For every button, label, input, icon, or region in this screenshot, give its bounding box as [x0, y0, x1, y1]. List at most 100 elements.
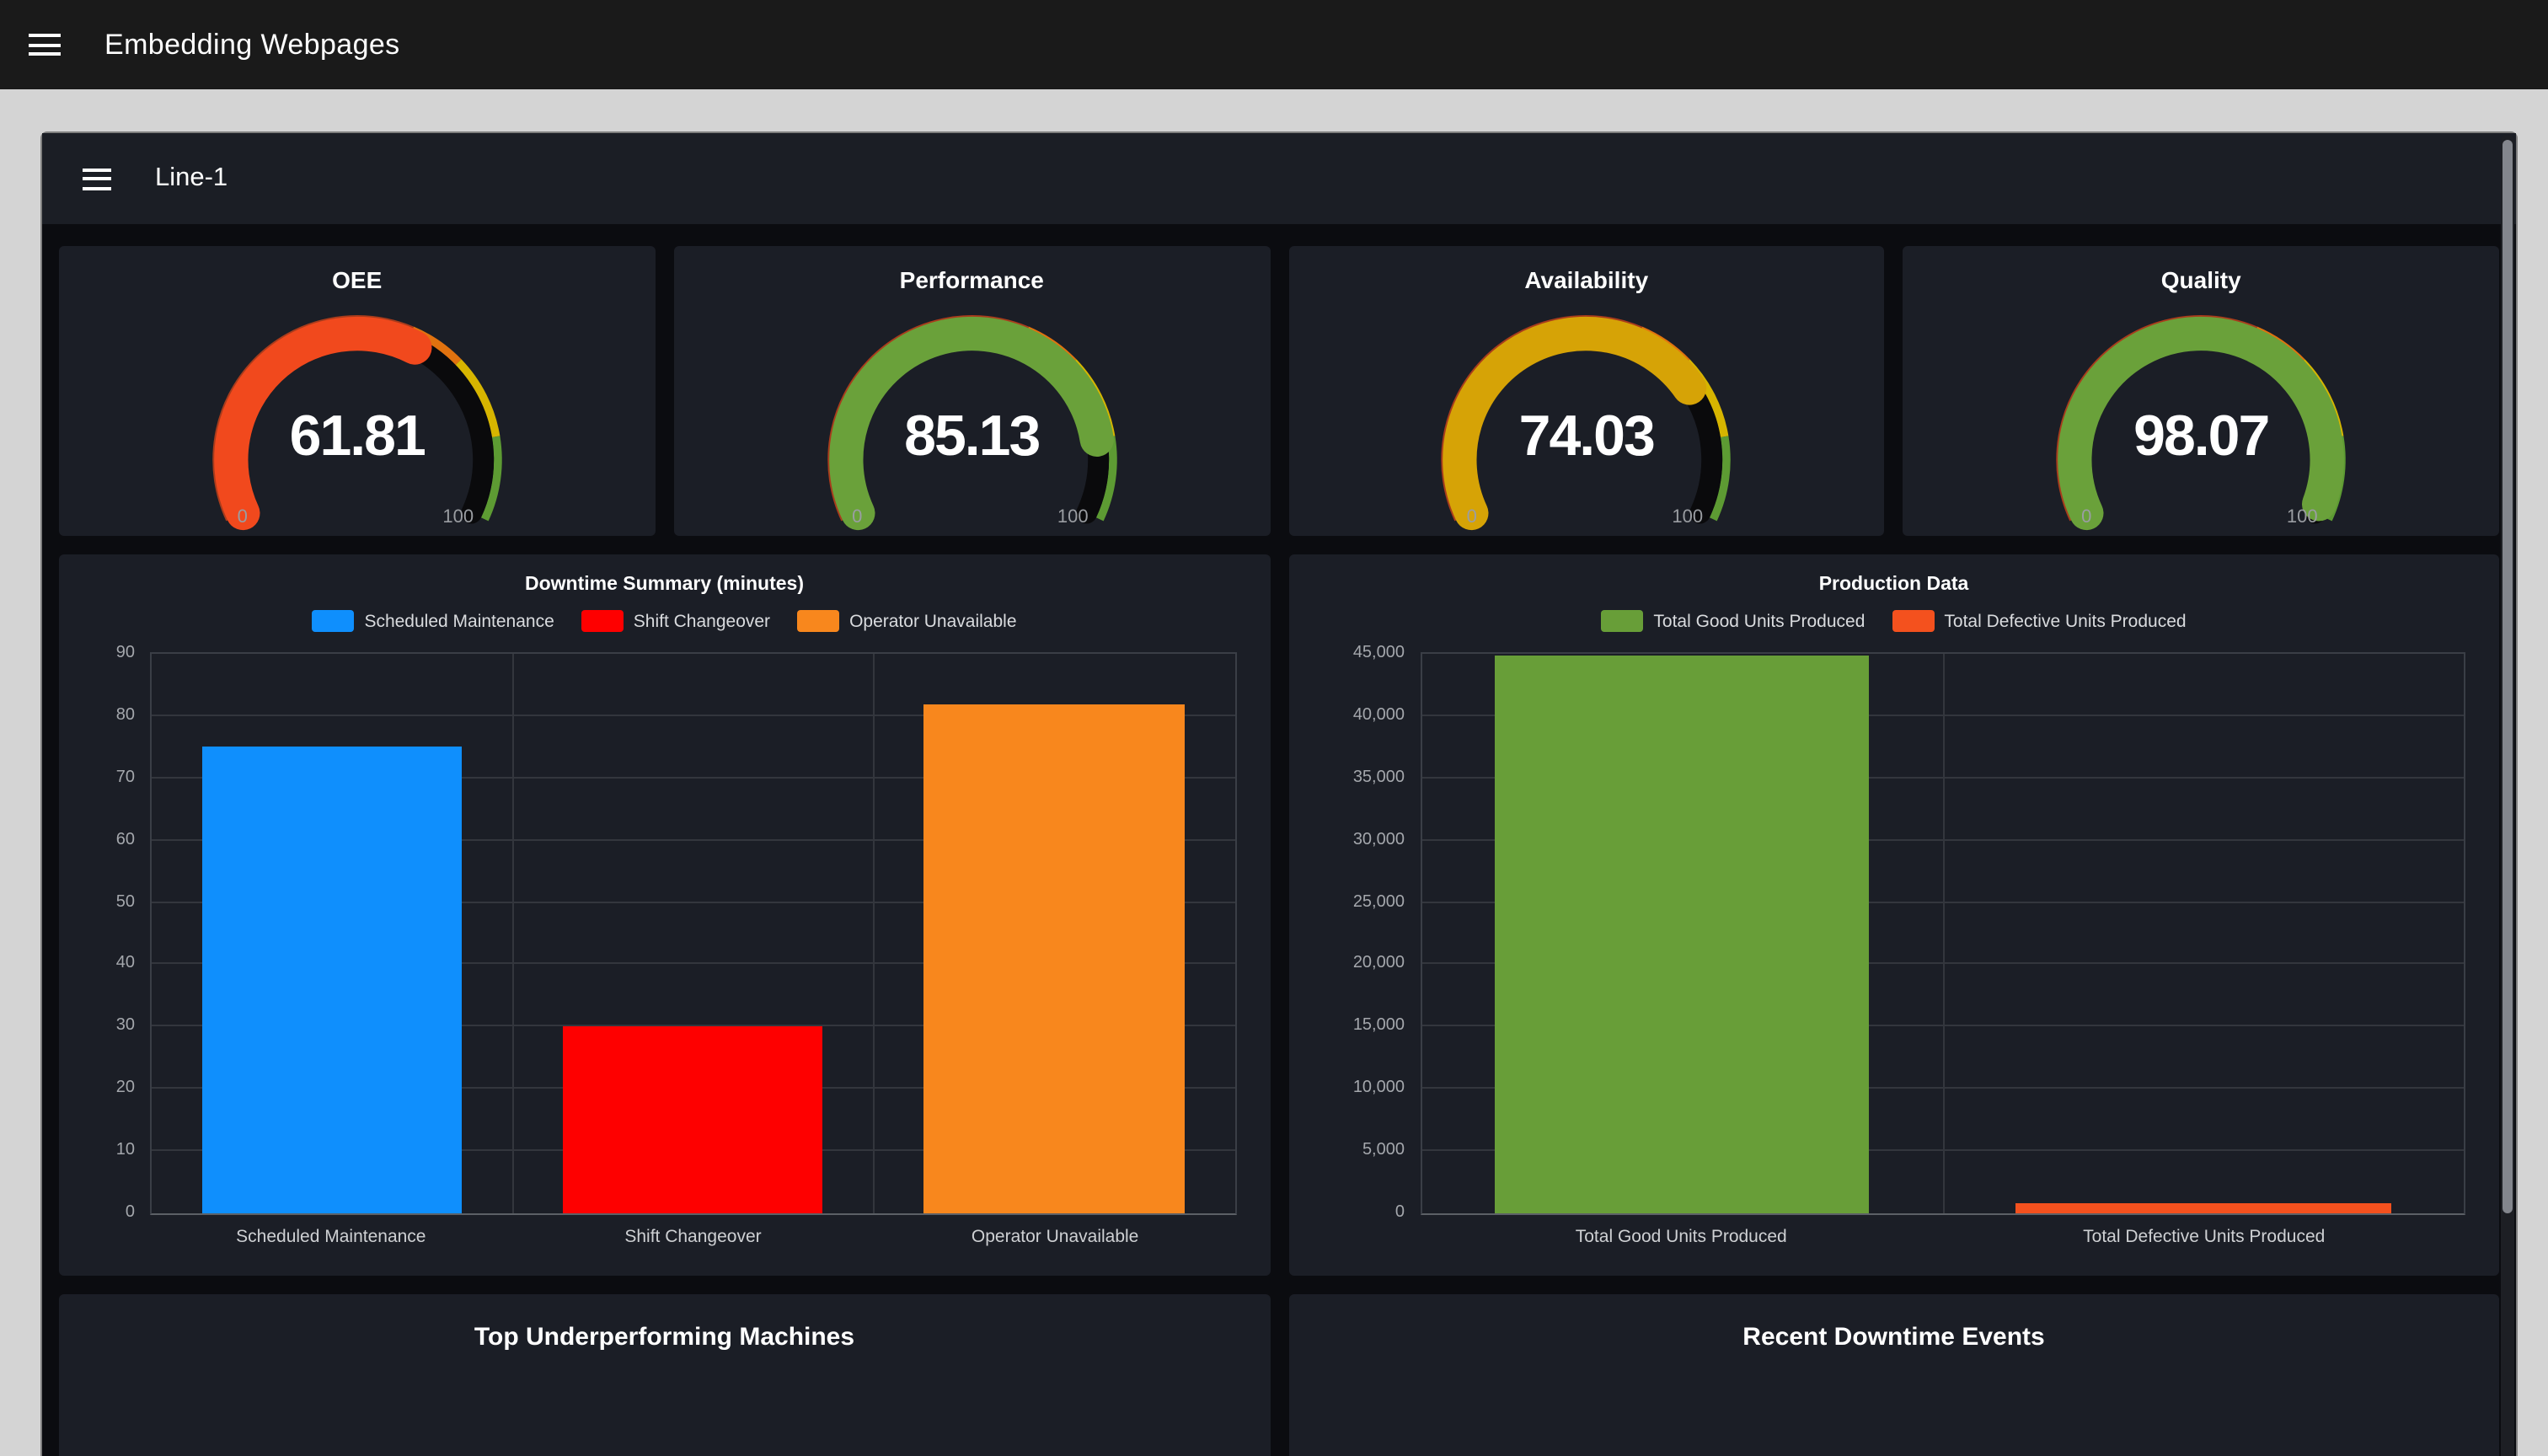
chart-plot: 0 10 20 30 40 50 60 70 80 90 [116, 645, 1236, 1221]
legend-swatch [312, 610, 355, 632]
legend-swatch [797, 610, 840, 632]
y-axis-tick-label: 35,000 [1352, 768, 1405, 787]
gauge-arc [212, 315, 502, 531]
x-axis-category-label: Scheduled Maintenance [236, 1227, 426, 1247]
y-axis-tick-label: 15,000 [1352, 1016, 1405, 1036]
y-axis-tick-label: 30 [115, 1016, 135, 1036]
gauge-value: 85.13 [904, 404, 1041, 468]
gauge-arc [827, 315, 1116, 531]
bar-0[interactable] [201, 747, 463, 1213]
gauge-max-label: 100 [1057, 507, 1089, 527]
bar-1[interactable] [563, 1026, 823, 1213]
gauge-title: Quality [2160, 266, 2241, 293]
gauge-value: 98.07 [2133, 404, 2270, 468]
y-axis-tick-label: 60 [115, 830, 135, 849]
app-menu-icon[interactable] [29, 34, 61, 56]
y-axis-tick-label: 40 [115, 954, 135, 973]
y-axis-tick-label: 80 [115, 705, 135, 725]
recent-downtime-events-panel: Recent Downtime Events [1288, 1294, 2499, 1456]
y-axis-tick-label: 0 [125, 1203, 135, 1222]
gridline-horizontal [152, 901, 1234, 903]
performance-gauge: 85.13 0 100 [793, 295, 1150, 534]
x-axis-labels: Scheduled Maintenance Shift Changeover Ope… [150, 1215, 1236, 1259]
gridline-horizontal [152, 714, 1234, 716]
legend-label: Shift Changeover [633, 611, 771, 631]
gridline-horizontal [152, 962, 1234, 965]
gauge-title: Availability [1524, 266, 1649, 293]
y-axis-tick-label: 25,000 [1352, 892, 1405, 912]
quality-gauge: 98.07 0 100 [2022, 295, 2379, 534]
legend-swatch [581, 610, 624, 632]
x-axis-category-label: Total Defective Units Produced [2083, 1227, 2326, 1247]
gauge-card-oee: OEE 61.81 0 100 [59, 246, 656, 536]
legend-label: Operator Unavailable [849, 611, 1017, 631]
frame-scrollbar[interactable] [2501, 135, 2514, 1456]
app-top-bar: Embedding Webpages [0, 0, 2548, 89]
gauge-value: 61.81 [289, 404, 426, 468]
scrollbar-thumb[interactable] [2502, 140, 2513, 1213]
gauge-value: 74.03 [1518, 404, 1656, 468]
dashboard-header: Line-1 [42, 133, 2516, 224]
legend-item[interactable]: Scheduled Maintenance [312, 610, 554, 632]
y-axis-tick-label: 20,000 [1352, 954, 1405, 973]
legend-item[interactable]: Total Good Units Produced [1601, 610, 1865, 632]
dashboard-title: Line-1 [155, 163, 228, 192]
gauge-card-quality: Quality 98.07 0 100 [1903, 246, 2499, 536]
gauge-title: OEE [332, 266, 383, 293]
chart-title: Production Data [1818, 575, 1969, 595]
y-axis-tick-label: 30,000 [1352, 830, 1405, 849]
y-axis-tick-label: 90 [115, 644, 135, 662]
gridline-horizontal [152, 838, 1234, 841]
gauge-min-label: 0 [852, 507, 863, 527]
panel-title: Recent Downtime Events [1742, 1323, 2045, 1352]
y-axis-tick-label: 40,000 [1352, 705, 1405, 725]
gauge-title: Performance [899, 266, 1044, 293]
bar-0[interactable] [1494, 655, 1870, 1213]
downtime-legend: Scheduled Maintenance Shift Changeover Ope… [86, 610, 1243, 632]
legend-label: Scheduled Maintenance [364, 611, 554, 631]
panel-title: Top Underperforming Machines [474, 1323, 855, 1352]
legend-item[interactable]: Total Defective Units Produced [1892, 610, 2187, 632]
y-axis-tick-label: 10,000 [1352, 1079, 1405, 1098]
y-axis-tick-label: 70 [115, 768, 135, 787]
chart-title: Downtime Summary (minutes) [525, 575, 804, 595]
production-chart: 0 5,000 10,000 15,000 20,000 25,000 30,000 35,0… [1315, 645, 2472, 1259]
legend-item[interactable]: Shift Changeover [581, 610, 770, 632]
gauge-min-label: 0 [1466, 507, 1477, 527]
gauge-arc [1442, 315, 1732, 531]
gauge-card-availability: Availability 74.03 0 100 [1288, 246, 1885, 536]
x-axis-category-label: Operator Unavailable [971, 1227, 1139, 1247]
y-axis-tick-label: 0 [1394, 1203, 1405, 1222]
legend-label: Total Defective Units Produced [1944, 611, 2187, 631]
legend-swatch [1892, 610, 1935, 632]
bar-1[interactable] [2015, 1203, 2391, 1213]
dashboard-menu-icon[interactable] [83, 168, 111, 190]
downtime-chart: 0 10 20 30 40 50 60 70 80 90 Scheduled Maintenance… [86, 645, 1243, 1259]
embedded-dashboard-frame: Line-1 OEE 61.81 0 100 Performance [42, 133, 2516, 1456]
legend-label: Total Good Units Produced [1653, 611, 1866, 631]
gridline-horizontal [152, 776, 1234, 779]
gauge-card-performance: Performance 85.13 0 100 [673, 246, 1270, 536]
x-axis-labels: Total Good Units Produced Total Defective… [1420, 1215, 2465, 1259]
legend-swatch [1601, 610, 1644, 632]
top-underperforming-machines-panel: Top Underperforming Machines [59, 1294, 1270, 1456]
oee-gauge: 61.81 0 100 [179, 295, 536, 534]
y-axis-tick-label: 20 [115, 1079, 135, 1098]
gridline-vertical [1942, 654, 1945, 1213]
gauge-min-label: 0 [237, 507, 248, 527]
gauge-max-label: 100 [1672, 507, 1704, 527]
y-axis-tick-label: 50 [115, 892, 135, 912]
gauge-max-label: 100 [442, 507, 474, 527]
legend-item[interactable]: Operator Unavailable [797, 610, 1017, 632]
gridline-horizontal [152, 1025, 1234, 1027]
gauge-min-label: 0 [2081, 507, 2092, 527]
dashboard-content: OEE 61.81 0 100 Performance 85.13 0 100 [42, 224, 2516, 1456]
x-axis-category-label: Total Good Units Produced [1575, 1227, 1787, 1247]
bar-2[interactable] [923, 704, 1184, 1213]
gridline-vertical [512, 654, 515, 1213]
bar-chart-row: Downtime Summary (minutes) Scheduled Mai… [59, 554, 2499, 1276]
gridline-vertical [873, 654, 875, 1213]
x-axis-category-label: Shift Changeover [624, 1227, 762, 1247]
chart-plot: 0 5,000 10,000 15,000 20,000 25,000 30,000 35,0… [1353, 645, 2465, 1221]
